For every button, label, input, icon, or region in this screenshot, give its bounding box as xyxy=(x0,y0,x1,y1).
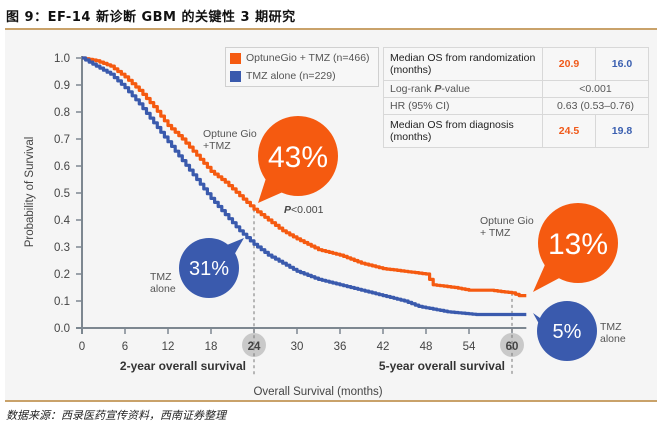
legend-label-optune: OptuneGio + TMZ (n=466) xyxy=(246,52,370,64)
row-label: HR (95% CI) xyxy=(383,97,543,115)
combined-value: 0.63 (0.53–0.76) xyxy=(542,97,649,115)
logrank-suffix: -value xyxy=(441,83,470,95)
bubble-circle xyxy=(258,116,338,196)
logrank-prefix: Log-rank xyxy=(390,83,435,95)
y-tick-label: 0.2 xyxy=(54,269,70,281)
legend-item-tmz: TMZ alone (n=229) xyxy=(230,68,378,84)
axes: 0.0 0.1 0.2 0.3 0.4 0.5 0.6 0.7 0.8 0.9 1.0 0 6 12 18 2… xyxy=(54,53,527,357)
y-tick-label: 0.5 xyxy=(54,188,70,200)
y-tick-label: 0.4 xyxy=(54,215,71,227)
two-year-label: 2-year overall survival xyxy=(120,359,246,373)
y-tick-label: 1.0 xyxy=(54,53,70,65)
optune-value: 20.9 xyxy=(542,47,596,81)
top-rule xyxy=(5,28,657,30)
x-tick-label: 48 xyxy=(420,341,433,353)
x-axis-label: Overall Survival (months) xyxy=(253,386,382,398)
legend-label-tmz: TMZ alone (n=229) xyxy=(246,70,336,82)
row-label: Log-rank P-value xyxy=(383,80,543,98)
x-tick-label: 6 xyxy=(122,341,128,353)
y-tick-label: 0.1 xyxy=(54,296,70,308)
tmz-value: 19.8 xyxy=(595,114,649,148)
five-year-label: 5-year overall survival xyxy=(379,359,505,373)
label-line: Optune Gio xyxy=(480,215,534,227)
optune-24-bubble: 43% xyxy=(258,116,338,203)
legend-item-optune: OptuneGio + TMZ (n=466) xyxy=(230,50,378,66)
y-tick-label: 0.7 xyxy=(54,134,70,146)
y-tick-label: 0.0 xyxy=(54,323,70,335)
row-label: Median OS from randomization (months) xyxy=(383,47,543,81)
logrank-p: P xyxy=(434,83,442,95)
optune-60-bubble: 13% xyxy=(533,203,618,292)
tmz-60-bubble: 5% xyxy=(533,301,597,361)
x-tick-label: 54 xyxy=(463,341,476,353)
y-tick-label: 0.9 xyxy=(54,80,70,92)
table-row: Median OS from diagnosis (months) 24.5 1… xyxy=(383,114,649,148)
legend: OptuneGio + TMZ (n=466) TMZ alone (n=229… xyxy=(225,47,379,87)
reference-lines xyxy=(253,209,513,376)
legend-swatch-tmz xyxy=(230,70,241,82)
x-tick-highlight xyxy=(500,333,524,357)
x-tick-label: 42 xyxy=(377,341,390,353)
legend-swatch-optune xyxy=(230,52,241,64)
x-tick-highlight xyxy=(242,333,266,357)
label-line: alone xyxy=(150,283,176,295)
p-italic: P xyxy=(284,204,292,216)
tmz-value: 16.0 xyxy=(595,47,649,81)
x-tick-label: 36 xyxy=(334,341,347,353)
bubble-tail xyxy=(533,258,565,292)
bubble-circle xyxy=(179,238,239,298)
combined-value: <0.001 xyxy=(542,80,649,98)
table-row: Log-rank P-value <0.001 xyxy=(383,80,649,98)
x-tick-label: 12 xyxy=(162,341,175,353)
source-note: 数据来源：西录医药宣传资料，西南证券整理 xyxy=(6,409,226,422)
label-line: TMZ xyxy=(150,271,172,283)
tmz-60-label: TMZ alone xyxy=(600,321,626,345)
bubble-value: 43% xyxy=(268,141,328,174)
tmz-24-bubble: 31% xyxy=(179,238,244,298)
optune-value: 24.5 xyxy=(542,114,596,148)
bubble-value: 13% xyxy=(548,228,608,261)
bubble-circle xyxy=(537,301,597,361)
tmz-alone-curve xyxy=(82,56,527,317)
y-tick-label: 0.3 xyxy=(54,242,70,254)
x-tick-label: 0 xyxy=(79,341,85,353)
row-label: Median OS from diagnosis (months) xyxy=(383,114,543,148)
p-value-text: <0.001 xyxy=(291,204,324,216)
tmz-24-label: TMZ alone xyxy=(150,271,176,295)
optune-tmz-curve xyxy=(82,56,527,298)
table-row: HR (95% CI) 0.63 (0.53–0.76) xyxy=(383,97,649,115)
bubble-value: 5% xyxy=(553,321,582,343)
label-line: Optune Gio xyxy=(203,128,257,140)
stats-table: Median OS from randomization (months) 20… xyxy=(383,47,649,148)
p-value-annotation: P<0.001 xyxy=(284,204,324,216)
optune-60-label: Optune Gio + TMZ xyxy=(480,215,534,239)
bottom-rule xyxy=(5,400,657,402)
figure-title: 图 9：EF-14 新诊断 GBM 的关键性 3 期研究 xyxy=(6,10,296,25)
x-tick-label: 30 xyxy=(291,341,304,353)
x-tick-label: 18 xyxy=(205,341,218,353)
x-tick-label: 24 xyxy=(248,341,261,353)
optune-24-label: Optune Gio +TMZ xyxy=(203,128,257,152)
label-line: +TMZ xyxy=(203,140,231,152)
label-line: TMZ xyxy=(600,321,622,333)
table-row: Median OS from randomization (months) 20… xyxy=(383,47,649,81)
bubble-circle xyxy=(538,203,618,283)
y-axis-label: Probability of Survival xyxy=(24,137,36,248)
callout-bubbles: 43% 31% 13% 5% xyxy=(179,116,618,361)
label-line: + TMZ xyxy=(480,227,511,239)
y-tick-label: 0.6 xyxy=(54,161,70,173)
y-tick-label: 0.8 xyxy=(54,107,70,119)
bubble-value: 31% xyxy=(189,258,229,280)
survival-curves xyxy=(82,56,527,317)
label-line: alone xyxy=(600,333,626,345)
